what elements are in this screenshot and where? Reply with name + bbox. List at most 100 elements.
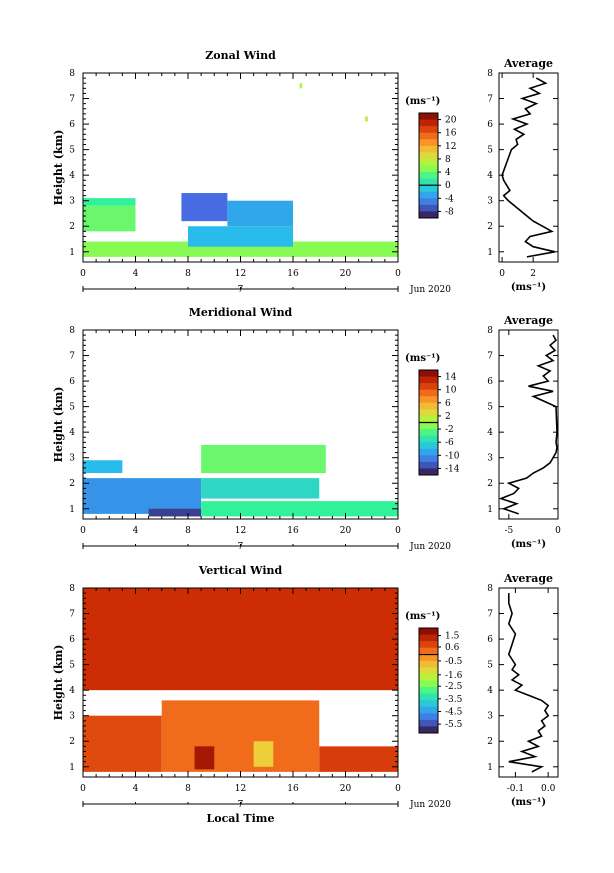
chart-1-data-cell-8 — [365, 116, 368, 122]
chart-3-colorbar-swatch — [419, 647, 438, 655]
chart-2-data-cell-6 — [201, 444, 326, 474]
chart-1-date-day: 7 — [238, 285, 244, 295]
chart-3-xtick-label-1: 0 — [80, 784, 86, 794]
chart-2-profile-ytick-label-1: 1 — [487, 505, 493, 515]
chart-3-colorbar-label-4: -1.6 — [445, 671, 463, 681]
chart-3-xlabel: Local Time — [207, 812, 275, 825]
chart-1-profile-ytick-label-4: 4 — [487, 171, 493, 181]
chart-3-colorbar-swatch — [419, 693, 438, 701]
chart-3-colorbar-swatch — [419, 654, 438, 662]
chart-1-data-cell-7 — [299, 83, 303, 89]
chart-1-colorbar-label-5: 4 — [445, 168, 451, 178]
chart-1-colorbar-label-4: 8 — [445, 155, 451, 165]
chart-3-colorbar-swatch — [419, 660, 438, 668]
chart-1-ytick-label-4: 4 — [69, 171, 75, 181]
chart-3-colorbar-label-8: -5.5 — [445, 720, 463, 730]
chart-1-colorbar-swatch — [419, 113, 438, 121]
chart-3-colorbar-label-1: 1.5 — [445, 632, 460, 642]
chart-1-data-cell-6 — [188, 226, 293, 247]
chart-1-data-cell-1 — [83, 198, 136, 206]
chart-3-profile-line — [507, 593, 550, 773]
chart-2-profile-line — [498, 334, 558, 515]
chart-3-colorbar-label-3: -0.5 — [445, 657, 463, 667]
chart-3-ytick-label-8: 8 — [69, 584, 75, 594]
chart-3-colorbar-swatch — [419, 713, 438, 721]
chart-3-profile-ytick-label-1: 1 — [487, 763, 493, 773]
chart-1-colorbar-swatch — [419, 178, 438, 186]
chart-1-colorbar-swatch — [419, 152, 438, 160]
chart-3-profile-xtick-label-1: -0.1 — [507, 784, 524, 794]
chart-2-colorbar-label-8: -14 — [445, 464, 460, 474]
chart-1-title: Zonal Wind — [205, 49, 276, 62]
chart-2-colorbar-swatch — [419, 455, 438, 463]
chart-1-colorbar-swatch — [419, 191, 438, 199]
chart-1-xtick-label-5: 16 — [287, 269, 299, 279]
chart-1-ytick-label-8: 8 — [69, 69, 75, 79]
chart-3-data-cell-5 — [194, 746, 215, 770]
chart-2-ytick-label-4: 4 — [69, 428, 75, 438]
chart-3-data-cell-1 — [83, 588, 398, 691]
chart-1-profile-frame — [498, 72, 559, 263]
chart-2-colorbar-swatch — [419, 396, 438, 404]
chart-2-profile-xunit: (ms⁻¹) — [511, 539, 546, 550]
chart-2-colorbar-swatch — [419, 435, 438, 443]
chart-2-colorbar-label-3: 6 — [445, 399, 451, 409]
chart-1-profile-ytick-label-1: 1 — [487, 248, 493, 258]
chart-3-colorbar-swatch — [419, 680, 438, 688]
chart-2-colorbar-swatch — [419, 468, 438, 476]
chart-2-xtick-label-6: 20 — [340, 526, 352, 536]
chart-1-ytick-label-5: 5 — [69, 146, 75, 156]
chart-1-colorbar-label-8: -8 — [445, 207, 454, 217]
chart-3-profile-frame — [498, 587, 559, 778]
chart-2-ytick-label-2: 2 — [69, 479, 75, 489]
chart-1-profile-ytick-label-2: 2 — [487, 222, 493, 232]
chart-3-colorbar-swatch — [419, 634, 438, 642]
chart-2-xtick-label-1: 0 — [80, 526, 86, 536]
chart-1-xtick-label-4: 12 — [235, 269, 246, 279]
chart-2-colorbar-swatch — [419, 442, 438, 450]
chart-2-colorbar-label-4: 2 — [445, 412, 451, 422]
chart-1-colorbar-swatch — [419, 158, 438, 166]
chart-1-data-cell-2 — [83, 205, 136, 232]
chart-2-xtick-label-7: 0 — [395, 526, 401, 536]
chart-1-colorbar-unit: (ms⁻¹) — [405, 96, 440, 107]
chart-1-data-cell-3 — [83, 241, 398, 257]
chart-3-date-label: Jun 2020 — [409, 800, 451, 810]
chart-1-colorbar-swatch — [419, 172, 438, 180]
chart-1-profile-ytick-label-6: 6 — [487, 120, 493, 130]
chart-2-colorbar-swatch — [419, 448, 438, 456]
chart-3-colorbar-swatch — [419, 719, 438, 727]
chart-3-ytick-label-2: 2 — [69, 737, 75, 747]
chart-1-colorbar-swatch — [419, 185, 438, 193]
chart-3-profile-ytick-label-4: 4 — [487, 686, 493, 696]
chart-1-colorbar-label-6: 0 — [445, 181, 451, 191]
chart-2-ytick-label-6: 6 — [69, 377, 75, 387]
chart-2-colorbar-swatch — [419, 415, 438, 423]
chart-2-colorbar-label-5: -2 — [445, 425, 454, 435]
chart-3-colorbar-label-7: -4.5 — [445, 707, 463, 717]
chart-3-colorbar-frame — [418, 627, 439, 734]
chart-2-date-day: 7 — [238, 542, 244, 552]
chart-1-profile-line — [501, 77, 556, 258]
chart-3-data-cell-3 — [161, 700, 320, 772]
chart-2-colorbar-swatch — [419, 402, 438, 410]
chart-3-ytick-label-4: 4 — [69, 686, 75, 696]
chart-2-profile-ytick-label-7: 7 — [487, 352, 493, 362]
chart-2-ytick-label-8: 8 — [69, 326, 75, 336]
chart-3-colorbar-swatch — [419, 700, 438, 708]
chart-2-colorbar-unit: (ms⁻¹) — [405, 353, 440, 364]
chart-1-ytick-label-3: 3 — [69, 197, 75, 207]
chart-2-profile-xtick-label-2: 0 — [555, 526, 561, 536]
chart-2-ytick-label-7: 7 — [69, 352, 75, 362]
chart-1-xtick-label-6: 20 — [340, 269, 352, 279]
chart-1-ylabel: Height (km) — [52, 130, 65, 206]
chart-2-colorbar-swatch — [419, 429, 438, 437]
chart-2-colorbar-swatch — [419, 409, 438, 417]
chart-3-profile-xtick-label-2: 0.0 — [541, 784, 556, 794]
chart-1-ytick-label-1: 1 — [69, 248, 75, 258]
chart-3-xtick-label-3: 8 — [185, 784, 191, 794]
chart-2-colorbar-label-1: 14 — [445, 373, 457, 383]
chart-1-xtick-label-7: 0 — [395, 269, 401, 279]
chart-1-profile-ytick-label-8: 8 — [487, 69, 493, 79]
